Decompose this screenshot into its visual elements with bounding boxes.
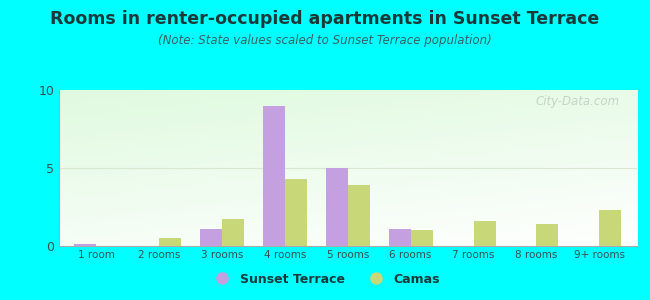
Legend: Sunset Terrace, Camas: Sunset Terrace, Camas (205, 268, 445, 291)
Bar (536, 224, 558, 246)
Text: (Note: State values scaled to Sunset Terrace population): (Note: State values scaled to Sunset Ter… (158, 34, 492, 47)
Bar (159, 238, 181, 246)
Bar (326, 168, 348, 246)
Bar (348, 185, 370, 246)
Bar (74, 244, 96, 246)
Bar (411, 230, 433, 246)
Text: Rooms in renter-occupied apartments in Sunset Terrace: Rooms in renter-occupied apartments in S… (51, 11, 599, 28)
Bar (285, 179, 307, 246)
Bar (200, 229, 222, 246)
Bar (599, 210, 621, 246)
Text: City-Data.com: City-Data.com (536, 95, 619, 108)
Bar (389, 229, 411, 246)
Bar (263, 106, 285, 246)
Bar (473, 221, 495, 246)
Bar (222, 220, 244, 246)
